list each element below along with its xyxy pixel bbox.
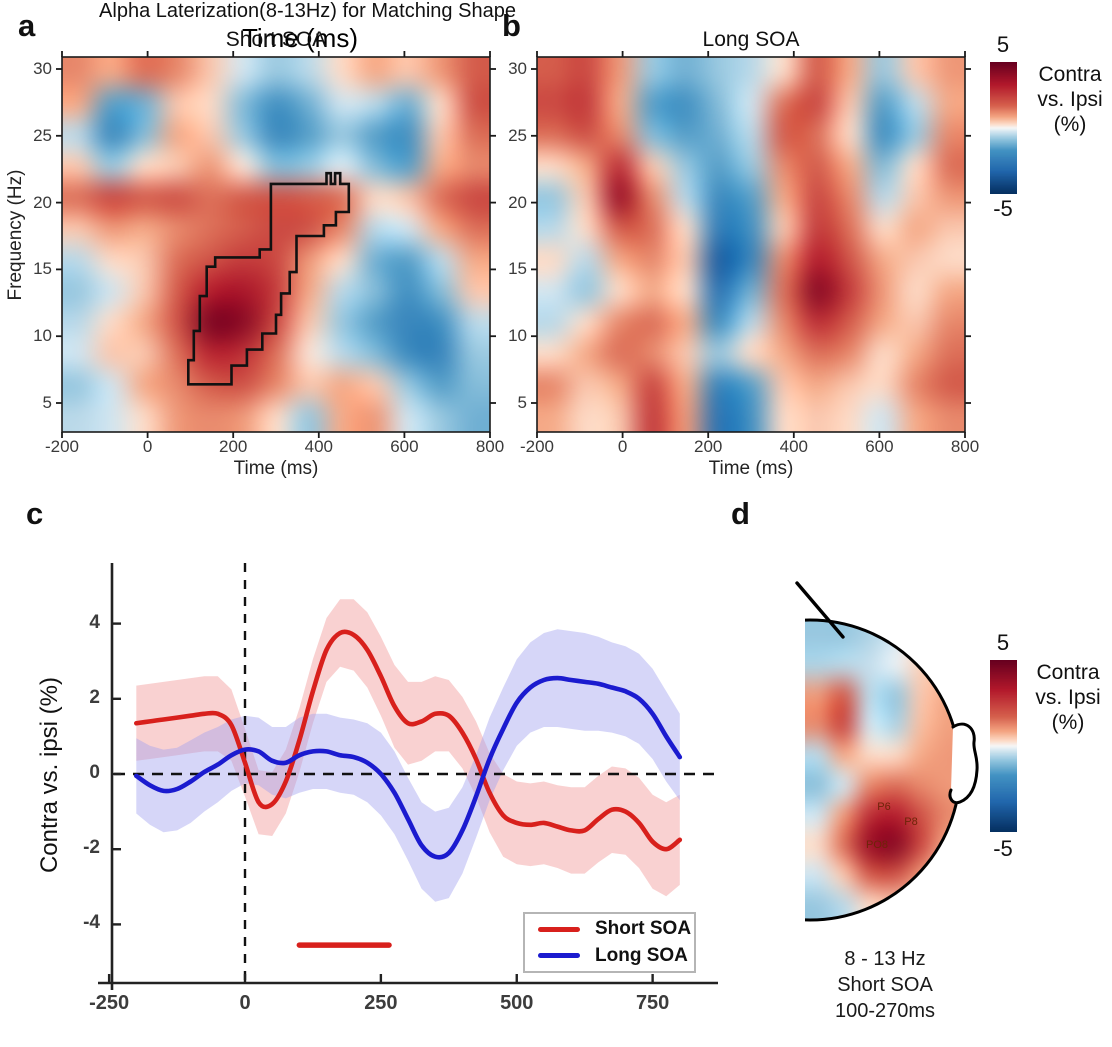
- short-soa-line: [134, 629, 683, 852]
- panel-a-ytick-25: 25: [33, 125, 52, 145]
- panel-c-xtick--250: -250: [89, 992, 130, 1014]
- panel-a-ytick-15: 15: [33, 259, 52, 279]
- colorbar-bottom-max: 5: [996, 630, 1010, 655]
- panel-b-xtick-400: 400: [779, 437, 808, 456]
- colorbar-bottom-canvas: [990, 660, 1017, 832]
- short-soa-heatmap-canvas: [62, 57, 490, 432]
- panel-b-ytick-30: 30: [508, 59, 527, 78]
- panel-d-caption-line3: 100-270ms: [834, 1000, 936, 1022]
- colorbar-top-min: -5: [993, 196, 1013, 221]
- panel-c-title: Alpha Laterization(8-13Hz) for Matching …: [99, 0, 516, 22]
- panel-a-xtick-400: 400: [304, 437, 333, 456]
- panel-a-xlabel: Time (ms): [233, 458, 319, 479]
- panel-c-xtick-500: 500: [500, 992, 534, 1014]
- panel-b-xtick-0: 0: [617, 437, 628, 456]
- legend-row-short-soa: Short SOA: [525, 918, 694, 940]
- panel-a-xtick-600: 600: [390, 437, 419, 456]
- panel-a-title: Short SOA: [225, 28, 327, 51]
- panel-c-xtick-750: 750: [635, 992, 670, 1014]
- colorbar-top-label-line3: (%): [1053, 113, 1087, 136]
- electrode-label-p8: P8: [904, 816, 918, 828]
- legend-row-long-soa: Long SOA: [525, 945, 694, 967]
- panel-b-ytick-25: 25: [508, 125, 527, 145]
- panel-a-ytick-30: 30: [33, 59, 52, 78]
- panel-b-ytick-15: 15: [508, 259, 527, 279]
- panel-b-ytick-10: 10: [508, 326, 527, 346]
- colorbar-top-label-line1: Contra: [1038, 63, 1102, 86]
- panel-b-xtick-800: 800: [950, 437, 980, 456]
- long-soa-line: [134, 675, 683, 860]
- colorbar-top-canvas: [990, 62, 1017, 194]
- panel-c-xtick-0: 0: [239, 992, 251, 1014]
- legend-label-long-soa: Long SOA: [595, 944, 688, 966]
- topomap-canvas: [805, 620, 960, 920]
- panel-d-caption-line1: 8 - 13 Hz: [844, 948, 926, 970]
- panel-c-ytick-0: 0: [89, 762, 100, 783]
- panel-b-title: Long SOA: [702, 28, 800, 51]
- panel-a-xtick-200: 200: [219, 437, 248, 456]
- long-soa-band: [136, 629, 680, 902]
- panel-c-ytick--4: -4: [83, 912, 100, 934]
- electrode-label-p6: P6: [877, 801, 891, 813]
- panel-c-ytick-4: 4: [89, 611, 100, 633]
- panel-a-ytick-10: 10: [33, 326, 52, 346]
- panel-b-xtick--200: -200: [519, 437, 555, 456]
- panel-a-xtick-0: 0: [142, 437, 153, 456]
- panel-b-xtick-600: 600: [865, 437, 894, 456]
- short-soa-line-swatch: [538, 926, 580, 932]
- panel-a-xtick-800: 800: [475, 437, 505, 456]
- panel-d-letter: d: [731, 496, 750, 531]
- panel-c-ytick-2: 2: [89, 686, 100, 708]
- colorbar-bottom-label-line2: vs. Ipsi: [1035, 686, 1101, 709]
- panel-a-ytick-5: 5: [42, 393, 52, 412]
- panel-c-legend: Short SOA Long SOA: [523, 912, 696, 973]
- panel-b-ytick-20: 20: [508, 192, 527, 212]
- colorbar-bottom-label: Contra vs. Ipsi (%): [1026, 660, 1110, 735]
- long-soa-heatmap-canvas: [537, 57, 965, 432]
- panel-a-letter: a: [18, 8, 36, 43]
- colorbar-bottom-label-line3: (%): [1051, 711, 1085, 734]
- colorbar-bottom-min: -5: [993, 836, 1013, 861]
- colorbar-top-label-line2: vs. Ipsi: [1037, 88, 1103, 111]
- panel-b-ytick-5: 5: [517, 393, 527, 412]
- short-soa-band: [136, 599, 680, 897]
- panel-a-ylabel: Frequency (Hz): [5, 169, 26, 301]
- panel-c-ytick--2: -2: [83, 837, 100, 859]
- legend-label-short-soa: Short SOA: [595, 918, 692, 940]
- panel-a-ytick-20: 20: [33, 192, 52, 212]
- colorbar-top-label: Contra vs. Ipsi (%): [1028, 62, 1112, 137]
- panel-b-letter: b: [502, 8, 521, 43]
- panel-c-letter: c: [26, 496, 44, 531]
- panel-a-xtick--200: -200: [44, 437, 80, 456]
- panel-b-xlabel: Time (ms): [708, 458, 794, 479]
- panel-b-xtick-200: 200: [694, 437, 723, 456]
- long-soa-line-swatch: [538, 953, 580, 959]
- panel-c-xtick-250: 250: [364, 992, 398, 1014]
- panel-d-caption-line2: Short SOA: [837, 974, 933, 996]
- panel-c-xlabel: Time (ms): [241, 23, 358, 53]
- colorbar-top-max: 5: [996, 32, 1010, 57]
- colorbar-bottom-label-line1: Contra: [1036, 661, 1100, 684]
- electrode-label-po8: PO8: [865, 839, 889, 851]
